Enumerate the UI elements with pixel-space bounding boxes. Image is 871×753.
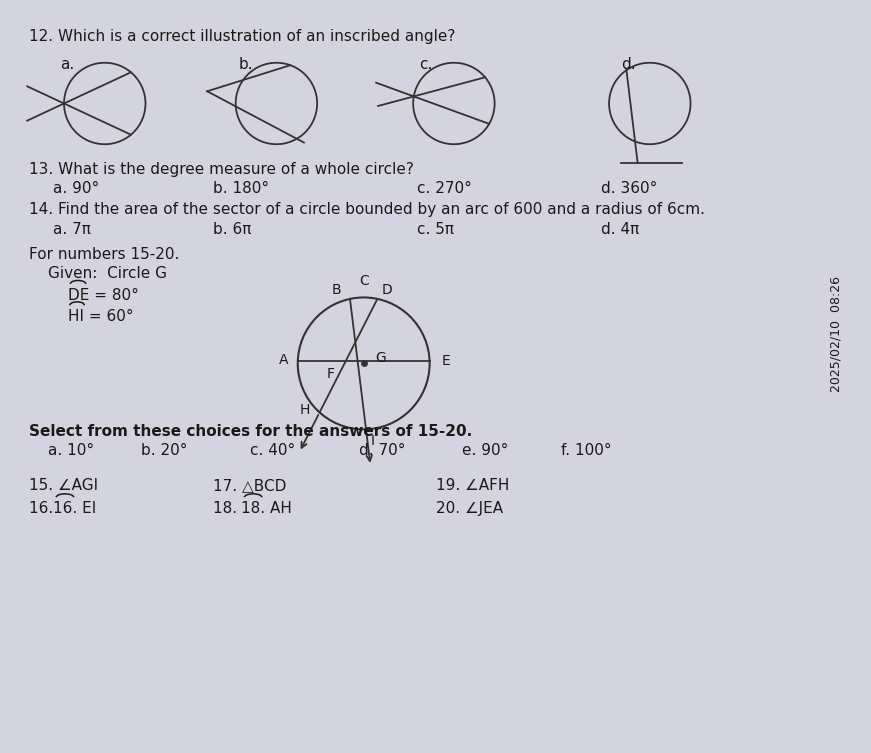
Text: Given:  Circle G: Given: Circle G	[49, 267, 167, 282]
Text: a. 7π: a. 7π	[53, 222, 91, 236]
Text: d. 4π: d. 4π	[601, 222, 639, 236]
Text: 20. ∠JEA: 20. ∠JEA	[436, 501, 503, 516]
Text: 17. △BCD: 17. △BCD	[213, 478, 287, 493]
Text: For numbers 15-20.: For numbers 15-20.	[29, 247, 179, 262]
Text: C: C	[359, 274, 368, 288]
Text: a. 10°: a. 10°	[49, 443, 95, 458]
Text: F: F	[327, 367, 334, 381]
Text: 13. What is the degree measure of a whole circle?: 13. What is the degree measure of a whol…	[29, 162, 414, 177]
Text: c. 40°: c. 40°	[250, 443, 295, 458]
Text: 16.: 16.	[29, 501, 58, 516]
Text: b. 180°: b. 180°	[213, 181, 269, 196]
Text: 15. ∠AGI: 15. ∠AGI	[29, 478, 98, 493]
Text: b. 6π: b. 6π	[213, 222, 252, 236]
Text: A: A	[279, 353, 288, 367]
Text: 18. AH: 18. AH	[240, 501, 292, 516]
Text: c. 5π: c. 5π	[417, 222, 454, 236]
Text: E: E	[442, 354, 450, 368]
Text: e. 90°: e. 90°	[462, 443, 508, 458]
Text: 14. Find the area of the sector of a circle bounded by an arc of 600 and a radiu: 14. Find the area of the sector of a cir…	[29, 203, 706, 218]
Text: 19. ∠AFH: 19. ∠AFH	[436, 478, 510, 493]
Text: b.: b.	[239, 57, 253, 72]
Text: 2025/02/10  08:26: 2025/02/10 08:26	[829, 276, 842, 392]
Text: a.: a.	[60, 57, 74, 72]
Text: Select from these choices for the answers of 15-20.: Select from these choices for the answer…	[29, 423, 472, 438]
Text: b. 20°: b. 20°	[140, 443, 187, 458]
Text: d.: d.	[621, 57, 635, 72]
Text: 12. Which is a correct illustration of an inscribed angle?: 12. Which is a correct illustration of a…	[29, 29, 456, 44]
Text: f. 100°: f. 100°	[561, 443, 611, 458]
Text: B: B	[332, 283, 341, 297]
Text: DE = 80°: DE = 80°	[68, 288, 138, 303]
Text: d. 70°: d. 70°	[359, 443, 405, 458]
Text: c. 270°: c. 270°	[417, 181, 472, 196]
Text: 16. EI: 16. EI	[53, 501, 97, 516]
Text: a. 90°: a. 90°	[53, 181, 99, 196]
Text: d. 360°: d. 360°	[601, 181, 658, 196]
Text: I: I	[371, 434, 375, 448]
Text: c.: c.	[419, 57, 432, 72]
Text: D: D	[381, 283, 392, 297]
Text: H: H	[300, 404, 310, 417]
Text: HI = 60°: HI = 60°	[68, 309, 133, 324]
Text: G: G	[375, 351, 386, 364]
Text: 18.: 18.	[213, 501, 242, 516]
